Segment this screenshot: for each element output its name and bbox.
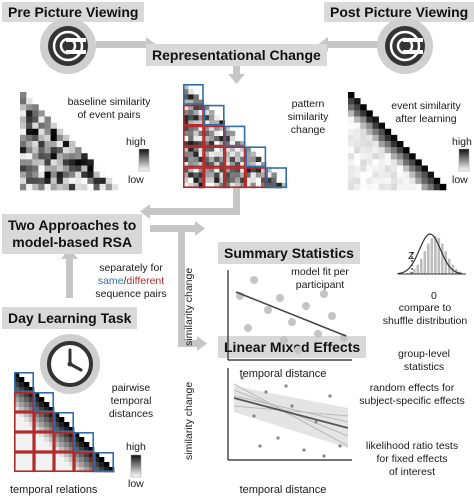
summary-scatter-plot [227, 270, 352, 361]
two-approaches-line2: model-based RSA [12, 234, 133, 250]
colorbar-post [458, 148, 470, 172]
lme-ylabel: similarity change [183, 381, 195, 460]
same-label: same [97, 275, 124, 287]
group-level-label: group-level statistics [398, 348, 450, 373]
representational-change-title: Representational Change [146, 44, 327, 66]
change-similarity-matrix [183, 84, 288, 189]
pre-viewing-title: Pre Picture Viewing [2, 2, 145, 22]
post-low-label: low [452, 174, 468, 186]
two-approaches-title: Two Approaches to model-based RSA [2, 214, 143, 254]
two-approaches-line1: Two Approaches to [8, 217, 137, 233]
lme-scatter-plot [227, 368, 352, 461]
shuffle-distribution-plot [397, 233, 466, 275]
colorbar-day [130, 454, 142, 478]
pre-similarity-matrix [20, 92, 119, 191]
compare-label: compare to shuffle distribution [382, 302, 468, 327]
approaches-note-pair: same/different [76, 275, 186, 288]
lrt-label: likelihood ratio tests for fixed effects… [365, 440, 459, 478]
zero-label: 0 [431, 290, 437, 302]
day-low-label: low [128, 478, 144, 490]
eye-scan-icon-post [377, 18, 433, 74]
approaches-note-suffix: sequence pairs [95, 288, 167, 300]
post-caption: event similarity after learning [391, 100, 461, 125]
lme-xlabel: temporal distance [239, 484, 327, 496]
clock-icon [40, 334, 100, 394]
pre-high-label: high [126, 136, 146, 148]
different-label: different [126, 275, 165, 287]
pre-caption: baseline similarity of event pairs [67, 96, 151, 121]
model-fit-label: model fit per participant [291, 266, 349, 291]
z-label: Z [408, 250, 415, 262]
day-xlabel: temporal relations [10, 484, 98, 496]
post-similarity-matrix [348, 92, 447, 191]
random-effects-label: random effects for subject-specific effe… [359, 382, 465, 407]
day-caption: pairwise temporal distances [108, 382, 154, 420]
pre-low-label: low [128, 174, 144, 186]
day-learning-title: Day Learning Task [2, 307, 138, 329]
post-high-label: high [452, 136, 472, 148]
center-caption: pattern similarity change [287, 98, 329, 136]
colorbar-pre [138, 148, 150, 172]
eye-scan-icon-pre [40, 18, 96, 74]
summary-statistics-title: Summary Statistics [218, 242, 360, 264]
approaches-note: separately for same/different sequence p… [76, 262, 186, 301]
slash-label: / [123, 275, 127, 287]
temporal-distance-matrix [14, 372, 115, 473]
summary-ylabel: similarity change [183, 267, 195, 346]
post-viewing-title: Post Picture Viewing [324, 2, 474, 22]
day-high-label: high [126, 441, 146, 453]
summary-xlabel: temporal distance [239, 368, 327, 380]
linear-mixed-effects-title: Linear Mixed Effects [218, 336, 367, 358]
approaches-note-prefix: separately for [99, 262, 163, 274]
